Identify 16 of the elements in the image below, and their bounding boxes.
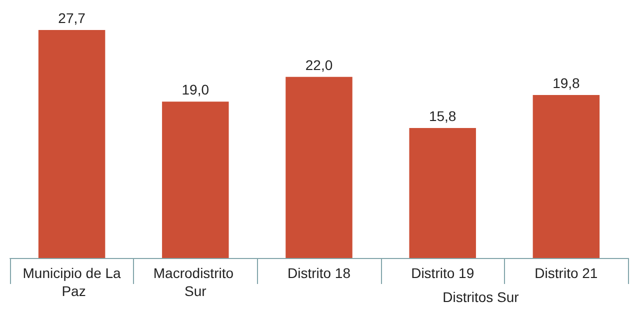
data-label: 15,8 (428, 108, 456, 124)
data-label: 19,0 (182, 82, 210, 98)
bar (162, 102, 229, 258)
x-tick-label: Macrodistrito Sur (153, 265, 238, 299)
x-tick-label: Municipio de La Paz (22, 265, 122, 299)
bar (532, 95, 600, 258)
data-label: 27,7 (58, 10, 86, 26)
bar (409, 128, 476, 258)
data-label: 22,0 (305, 56, 333, 73)
bar (286, 76, 352, 258)
x-tick-label: Distrito 18 (287, 265, 351, 281)
x-tick-label: Distrito 19 (411, 265, 474, 281)
text: Distritos Sur (442, 289, 520, 305)
data-label: 19,8 (552, 75, 580, 92)
bar (38, 30, 106, 258)
x-tick-label: Distrito 21 (534, 265, 598, 281)
